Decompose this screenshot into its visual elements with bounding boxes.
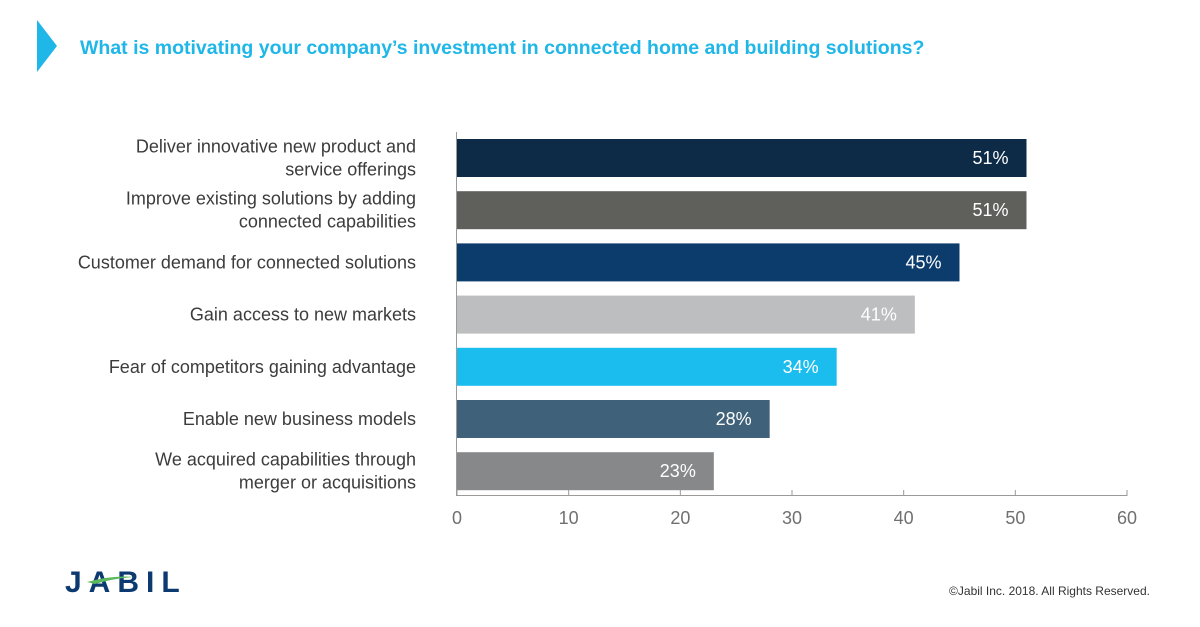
x-tick-label: 20: [670, 508, 690, 528]
bar-value-label: 28%: [716, 409, 752, 429]
bar-value-label: 23%: [660, 461, 696, 481]
chart-title: What is motivating your company’s invest…: [80, 37, 925, 59]
x-tick-label: 10: [559, 508, 579, 528]
category-label: Deliver innovative new product and servic…: [136, 137, 416, 180]
logo-swoosh-icon: [87, 576, 135, 584]
x-tick-label: 40: [894, 508, 914, 528]
x-tick-label: 30: [782, 508, 802, 528]
bar-value-label: 45%: [905, 252, 941, 272]
bar-5: [457, 400, 770, 438]
bar-value-label: 51%: [972, 148, 1008, 168]
bar-2: [457, 243, 960, 282]
bar-3: [457, 295, 915, 334]
bar-value-label: 41%: [861, 305, 897, 325]
category-label: Customer demand for connected solutions: [78, 252, 416, 272]
chevron-icon: [37, 20, 57, 72]
category-label: Gain access to new markets: [190, 305, 416, 325]
logo-wordmark: JABIL: [65, 566, 187, 599]
category-label: Improve existing solutions by adding conn…: [126, 189, 416, 232]
bar-1: [457, 191, 1027, 230]
jabil-logo: JABIL: [65, 565, 240, 600]
bar-0: [457, 139, 1027, 177]
bar-6: [457, 452, 714, 491]
bar-4: [457, 347, 837, 386]
bar-value-label: 34%: [783, 357, 819, 377]
category-label: Enable new business models: [183, 409, 416, 429]
x-tick-label: 60: [1117, 508, 1137, 528]
x-tick-label: 0: [452, 508, 462, 528]
x-tick-label: 50: [1005, 508, 1025, 528]
category-label: Fear of competitors gaining advantage: [109, 357, 416, 377]
copyright-notice: ©Jabil Inc. 2018. All Rights Reserved.: [949, 584, 1150, 598]
category-label: We acquired capabilities through merger o…: [155, 450, 416, 493]
bar-value-label: 51%: [972, 200, 1008, 220]
